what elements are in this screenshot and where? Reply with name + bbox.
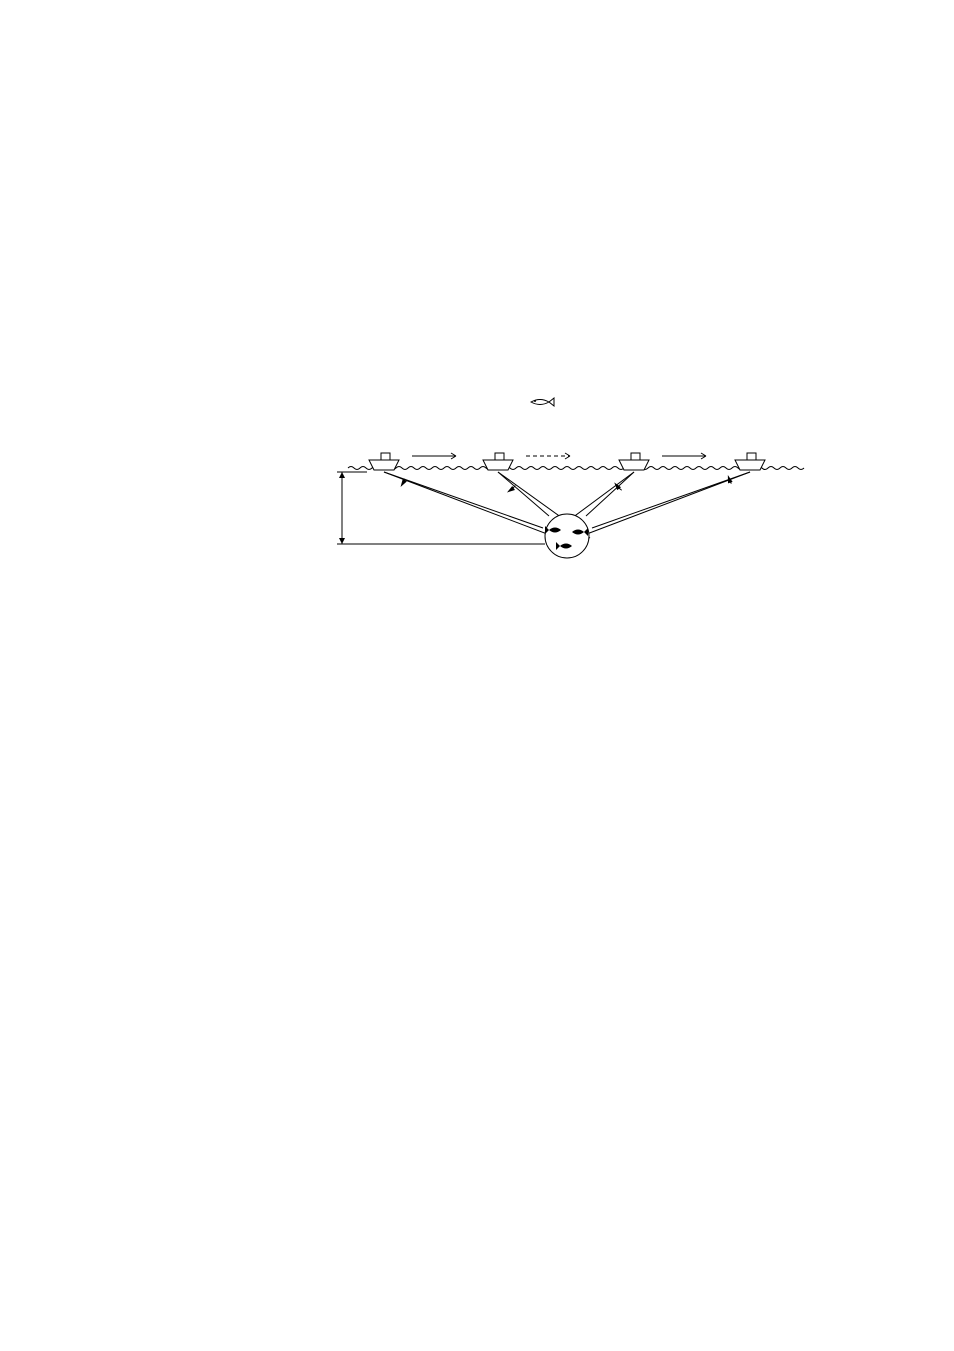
sonar-beam bbox=[384, 472, 543, 528]
boat-cabin bbox=[747, 453, 756, 460]
arrowhead bbox=[565, 453, 570, 459]
sonar-diagram bbox=[330, 390, 820, 570]
depth-arrow-down bbox=[339, 538, 345, 544]
fish-eye-icon bbox=[534, 400, 536, 402]
sonar-beam bbox=[586, 472, 634, 516]
boat-cabin bbox=[381, 453, 390, 460]
fish-school-circle bbox=[545, 514, 589, 558]
waterline bbox=[348, 467, 804, 470]
boat-cabin bbox=[631, 453, 640, 460]
boat-hull bbox=[483, 460, 513, 470]
boat-cabin bbox=[495, 453, 504, 460]
boat-hull bbox=[735, 460, 765, 470]
sonar-beam bbox=[592, 472, 750, 528]
boat-hull bbox=[619, 460, 649, 470]
sonar-beam bbox=[498, 472, 549, 516]
boat-hull bbox=[369, 460, 399, 470]
depth-arrow-up bbox=[339, 472, 345, 478]
lone-fish-icon bbox=[531, 400, 549, 405]
lone-fish-tail-icon bbox=[549, 398, 554, 406]
